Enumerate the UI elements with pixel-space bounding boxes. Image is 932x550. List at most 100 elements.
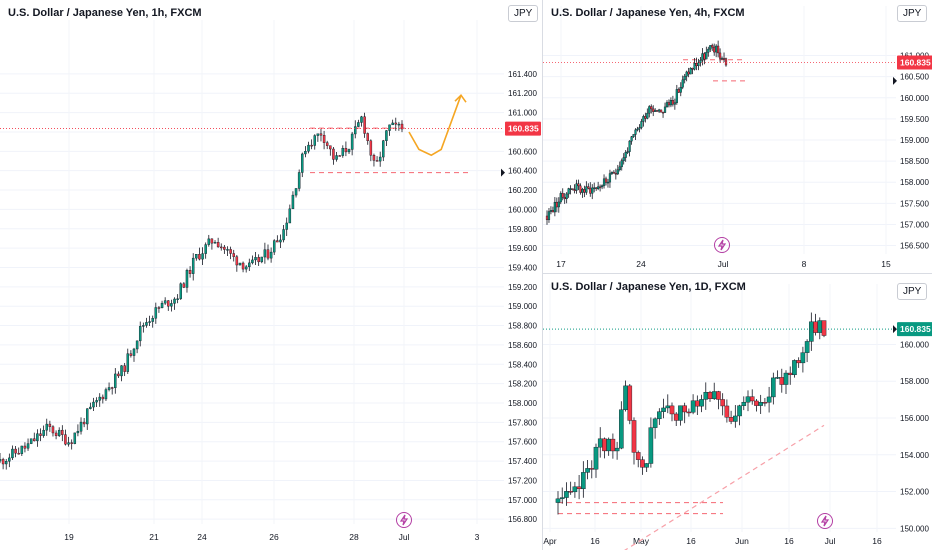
candle-body: [677, 89, 680, 93]
candle-body: [170, 303, 173, 307]
candle-body: [652, 108, 655, 112]
candle-body: [724, 405, 730, 418]
lightning-icon[interactable]: [817, 513, 833, 529]
candle-body: [294, 188, 298, 196]
chart-4h-svg[interactable]: 161.000160.500160.000159.500159.000158.5…: [543, 0, 932, 273]
candle-body: [573, 189, 576, 191]
candle-body: [213, 242, 217, 244]
candle-body: [699, 59, 702, 64]
trendline: [624, 424, 825, 550]
lightning-icon[interactable]: [714, 237, 730, 253]
x-tick-label: May: [633, 536, 650, 546]
candle-body: [783, 372, 789, 385]
candle-body: [656, 110, 659, 112]
candle-body: [741, 401, 747, 406]
y-tick-label: 159.000: [900, 136, 929, 145]
candle-body: [715, 45, 718, 53]
candle-body: [126, 353, 130, 372]
candle-body: [618, 166, 621, 171]
candle-body: [693, 62, 696, 70]
candle-body: [616, 169, 619, 175]
y-tick-label: 158.400: [508, 360, 537, 369]
candle-body: [648, 427, 654, 464]
candle-body: [369, 140, 373, 156]
candle-body: [589, 468, 595, 470]
last-price-label: 160.835: [508, 124, 539, 134]
candle-body: [207, 238, 211, 245]
candle-body: [363, 116, 366, 134]
candle-body: [673, 413, 679, 421]
candle-body: [737, 405, 742, 417]
candle-body: [800, 352, 806, 364]
candle-body: [182, 283, 186, 288]
y-tick-label: 156.000: [900, 414, 929, 423]
candle-body: [591, 187, 594, 194]
candle-body: [397, 123, 401, 126]
projection-path: [408, 94, 462, 157]
y-tick-label: 160.200: [508, 186, 537, 195]
candle-body: [610, 171, 614, 174]
candle-body: [606, 438, 611, 452]
candle-body: [630, 136, 633, 142]
candle-body: [257, 257, 260, 263]
candle-body: [151, 318, 154, 322]
candle-body: [301, 153, 304, 173]
currency-label[interactable]: JPY: [508, 5, 539, 22]
candle-body: [614, 447, 620, 452]
candle-body: [17, 452, 20, 455]
currency-label[interactable]: JPY: [897, 283, 928, 300]
candle-body: [665, 405, 671, 409]
lightning-icon[interactable]: [396, 512, 412, 528]
candle-body: [571, 188, 574, 190]
x-tick-label: 16: [686, 536, 696, 546]
candle-body: [622, 157, 625, 161]
candle-body: [132, 348, 136, 356]
candle-body: [703, 391, 709, 400]
y-tick-label: 158.500: [900, 157, 929, 166]
y-tick-label: 158.000: [900, 178, 929, 187]
candle-body: [733, 415, 738, 422]
candle-body: [624, 152, 627, 158]
candle-body: [606, 181, 610, 184]
candle-body: [195, 254, 198, 259]
chart-panel-4h[interactable]: 161.000160.500160.000159.500159.000158.5…: [543, 0, 932, 273]
projection-arrowhead: [454, 93, 467, 103]
currency-label[interactable]: JPY: [897, 5, 928, 22]
x-tick-label: 17: [556, 259, 566, 269]
candle-body: [0, 459, 2, 462]
candle-body: [400, 123, 404, 130]
candle-body: [762, 402, 768, 404]
candle-body: [163, 300, 167, 304]
candle-body: [354, 126, 357, 135]
x-tick-label: 3: [475, 532, 480, 542]
y-tick-label: 159.200: [508, 283, 537, 292]
candle-body: [191, 257, 195, 274]
candle-body: [678, 405, 683, 421]
candle-body: [559, 193, 562, 203]
candle-body: [154, 307, 158, 319]
chart-1d-svg[interactable]: 160.000 158.000 156.000 154.000 152.000 150.0…: [543, 274, 932, 550]
candle-body: [705, 52, 708, 60]
candle-body: [276, 240, 279, 243]
candle-body: [332, 148, 335, 160]
candle-body: [160, 302, 164, 309]
chart-panel-1h[interactable]: 161.400161.200161.000160.800160.600160.4…: [0, 0, 542, 550]
candle-body: [304, 151, 307, 155]
candle-body: [707, 48, 710, 53]
candle-body: [711, 391, 717, 399]
chart-1h-svg[interactable]: 161.400161.200161.000160.800160.600160.4…: [0, 0, 542, 550]
candle-body: [201, 253, 204, 260]
candle-body: [687, 71, 690, 75]
candle-body: [95, 400, 98, 403]
candle-body: [313, 135, 316, 146]
candle-body: [720, 399, 725, 407]
x-tick-label: Jul: [825, 536, 836, 546]
candle-body: [549, 210, 553, 212]
candle-body: [357, 122, 360, 127]
candle-body: [114, 373, 117, 388]
candle-body: [185, 270, 189, 288]
candle-body: [244, 266, 248, 270]
candle-body: [11, 448, 14, 459]
chart-panel-1d[interactable]: 160.000 158.000 156.000 154.000 152.000 150.0…: [543, 274, 932, 550]
candle-body: [338, 155, 341, 157]
